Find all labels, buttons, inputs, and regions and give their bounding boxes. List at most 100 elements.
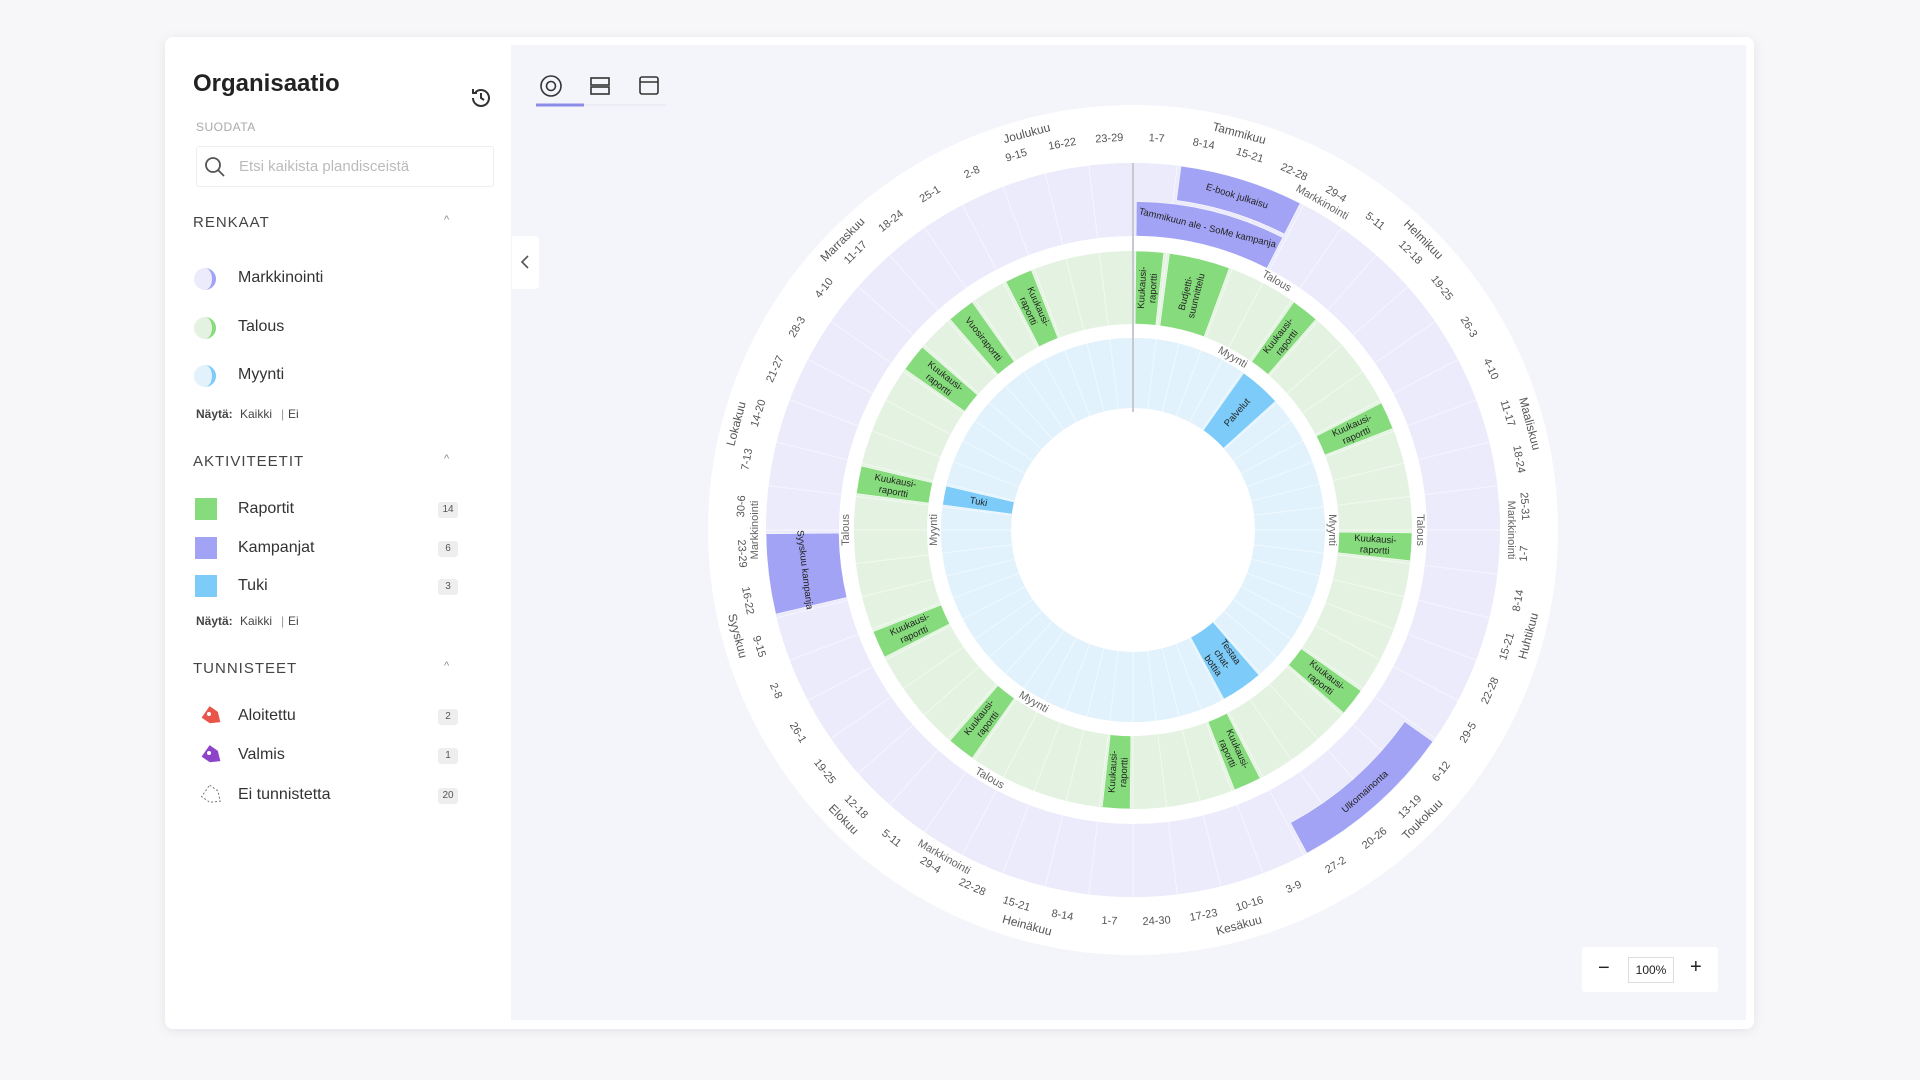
week-divider — [1005, 385, 1053, 440]
activity — [1290, 721, 1434, 854]
week-divider — [947, 683, 997, 740]
week-divider — [1332, 462, 1405, 482]
week-divider — [776, 599, 848, 619]
week-divider — [988, 402, 1043, 450]
week-divider — [1269, 683, 1319, 740]
week-divider — [1302, 371, 1363, 414]
week-label: 23-29 — [735, 539, 749, 568]
week-divider — [946, 483, 1015, 502]
calendar-tab[interactable] — [639, 76, 659, 95]
list-tab[interactable] — [590, 77, 610, 86]
week-divider — [1098, 734, 1109, 808]
collapse-chevron[interactable]: ^ — [444, 660, 450, 672]
tag-filter[interactable]: Aloitettu — [238, 707, 296, 724]
activity — [1176, 165, 1301, 235]
activity-filter[interactable]: Kampanjat — [238, 539, 315, 556]
activity — [1190, 621, 1260, 700]
week-label: 1-7 — [1101, 915, 1118, 928]
week-label: 2-8 — [962, 164, 981, 181]
week-divider — [1327, 254, 1377, 311]
week-divider — [1254, 544, 1324, 554]
week-divider — [1251, 558, 1320, 577]
week-divider — [855, 554, 929, 565]
tag-icon — [201, 745, 221, 763]
week-divider — [1407, 633, 1477, 661]
week-divider — [807, 359, 873, 394]
week-divider — [924, 771, 967, 833]
activity-swatch — [195, 537, 217, 559]
collapse-chevron[interactable]: ^ — [444, 453, 450, 465]
week-divider — [1043, 637, 1077, 701]
week-divider — [830, 321, 892, 364]
week-divider — [1157, 734, 1168, 808]
zoom-out[interactable]: − — [1598, 957, 1610, 979]
ring-filter[interactable]: Talous — [238, 318, 285, 335]
week-divider — [1044, 815, 1064, 887]
activity-filter[interactable]: Tuki — [238, 577, 268, 594]
week-divider — [1374, 321, 1436, 364]
ring-icon — [194, 317, 216, 339]
week-divider — [1002, 804, 1030, 874]
week-divider — [1393, 666, 1459, 701]
week-divider — [1086, 343, 1105, 412]
search-box[interactable]: Etsi kaikista plandisceistä — [196, 146, 494, 187]
week-divider — [857, 286, 914, 336]
week-divider — [776, 441, 848, 461]
show-all[interactable]: Kaikki — [240, 614, 273, 628]
week-divider — [1181, 729, 1201, 802]
collapse-button[interactable] — [512, 236, 539, 289]
zoom-control: − 100% + — [1582, 947, 1718, 992]
zoom-in[interactable]: + — [1690, 956, 1702, 978]
activity-label: Tuki — [969, 495, 988, 509]
week-divider — [1064, 643, 1091, 710]
activity — [1337, 531, 1413, 562]
view-tabs — [536, 75, 666, 107]
show-none[interactable]: Ei — [288, 614, 299, 628]
week-divider — [1065, 729, 1085, 802]
collapse-chevron[interactable]: ^ — [444, 214, 450, 226]
section-title: AKTIVITEETIT — [193, 453, 305, 470]
week-divider — [1286, 344, 1343, 394]
count-badge: 2 — [438, 709, 458, 725]
count-badge: 3 — [438, 579, 458, 595]
ring-icon — [194, 268, 216, 290]
ring-filter[interactable]: Markkinointi — [238, 269, 324, 286]
week-divider — [857, 724, 914, 774]
zoom-level: 100% — [1628, 957, 1674, 983]
activity — [872, 604, 950, 658]
week-label: 23-29 — [1095, 132, 1124, 146]
tag-filter[interactable]: Ei tunnistetta — [238, 786, 331, 803]
week-divider — [988, 610, 1043, 658]
history-button[interactable] — [467, 84, 495, 112]
week-divider — [1299, 227, 1342, 289]
activity-filter[interactable]: Raportit — [238, 500, 295, 517]
week-divider — [903, 371, 964, 414]
week-divider — [1251, 483, 1320, 502]
activity — [1288, 648, 1362, 714]
week-divider — [1213, 620, 1261, 675]
activity — [1101, 734, 1132, 810]
week-divider — [1286, 666, 1343, 716]
week-divider — [1161, 343, 1180, 412]
count-badge: 1 — [438, 748, 458, 764]
week-divider — [974, 300, 1017, 361]
section-title: TUNNISTEET — [193, 660, 298, 677]
tag-icon — [201, 706, 221, 724]
week-label: 30-6 — [735, 495, 748, 518]
wheel-tab[interactable] — [540, 75, 562, 97]
week-divider — [1352, 286, 1409, 336]
tag-filter[interactable]: Valmis — [238, 746, 285, 763]
week-divider — [1002, 712, 1038, 778]
week-divider — [855, 495, 929, 506]
show-none[interactable]: Ei — [288, 407, 299, 421]
activity-swatch — [195, 575, 217, 597]
week-divider — [974, 699, 1017, 760]
ring-filter[interactable]: Myynti — [238, 366, 285, 383]
show-all[interactable]: Kaikki — [240, 407, 273, 421]
week-divider — [1175, 643, 1202, 710]
section-title: RENKAAT — [193, 214, 270, 231]
ring-label: Talous — [1414, 514, 1426, 546]
week-divider — [1189, 637, 1223, 701]
